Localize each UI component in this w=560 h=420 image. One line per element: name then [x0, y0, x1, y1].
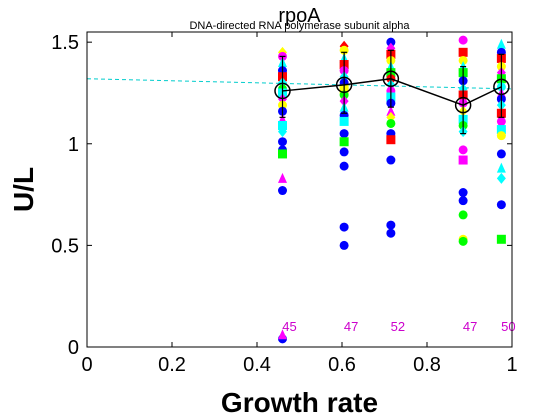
- data-point: [458, 188, 468, 198]
- data-point: [496, 200, 506, 210]
- count-label: 47: [344, 319, 358, 334]
- x-tick-label: 0.8: [413, 354, 441, 376]
- data-point: [278, 120, 287, 130]
- data-point: [386, 220, 396, 230]
- data-point: [386, 135, 396, 145]
- data-point: [339, 161, 349, 171]
- data-point: [278, 149, 287, 159]
- data-point: [496, 125, 506, 135]
- data-point: [339, 240, 349, 250]
- count-label: 52: [391, 319, 405, 334]
- count-label: 47: [463, 319, 477, 334]
- y-tick-label: 1: [68, 134, 79, 156]
- trend-line-group: [86, 78, 513, 90]
- data-point: [458, 196, 468, 206]
- trend-line: [86, 78, 513, 90]
- mean-marker: [454, 96, 472, 114]
- mean-marker: [335, 76, 353, 94]
- axis-ticks: 0 0.2 0.4 0.6 0.8 1 0 0.5 1 1.5: [51, 32, 518, 376]
- data-point: [339, 222, 349, 232]
- data-point: [496, 116, 506, 126]
- data-point: [386, 118, 396, 128]
- mean-marker: [493, 78, 510, 96]
- x-tick-label: 0.6: [328, 354, 356, 376]
- data-point: [278, 172, 287, 183]
- y-tick-label: 0: [68, 337, 79, 359]
- chart-title: rpoA: [278, 5, 321, 27]
- chart-subtitle: DNA-directed RNA polymerase subunit alph…: [189, 20, 410, 32]
- data-point: [339, 147, 349, 157]
- data-point: [278, 186, 287, 196]
- data-point: [496, 38, 506, 49]
- data-point: [458, 145, 468, 155]
- data-point: [458, 35, 468, 45]
- mean-marker: [274, 82, 291, 100]
- count-label: 45: [282, 319, 296, 334]
- x-axis-label: Growth rate: [221, 387, 378, 418]
- data-point: [278, 137, 287, 147]
- x-tick-label: 0.4: [243, 354, 271, 376]
- data-point: [496, 131, 506, 141]
- data-point: [386, 228, 396, 238]
- y-tick-label: 1.5: [51, 32, 79, 54]
- count-labels: 45 47 52 47 50: [282, 319, 515, 334]
- data-point: [386, 105, 396, 116]
- mean-marker: [382, 70, 400, 87]
- plot-area-frame: [86, 31, 513, 348]
- data-point: [386, 37, 396, 47]
- data-point: [458, 210, 468, 220]
- data-point: [496, 234, 506, 244]
- x-tick-label: 1: [506, 354, 517, 376]
- data-point: [458, 47, 468, 57]
- x-tick-label: 0: [81, 354, 92, 376]
- scatter-points: [278, 35, 506, 344]
- data-point: [339, 129, 349, 139]
- data-point: [458, 155, 468, 165]
- data-point: [496, 172, 506, 184]
- data-point: [339, 116, 349, 126]
- data-point: [496, 162, 506, 173]
- count-label: 50: [501, 319, 515, 334]
- data-point: [458, 55, 468, 65]
- x-tick-label: 0.2: [158, 354, 186, 376]
- data-point: [458, 236, 468, 246]
- y-tick-label: 0.5: [51, 235, 79, 257]
- data-point: [386, 155, 396, 165]
- data-point: [278, 126, 287, 138]
- y-axis-label: U/L: [8, 167, 39, 212]
- data-point: [496, 149, 506, 159]
- mean-series-group: [274, 49, 510, 135]
- data-point: [339, 137, 349, 147]
- data-point: [278, 329, 287, 340]
